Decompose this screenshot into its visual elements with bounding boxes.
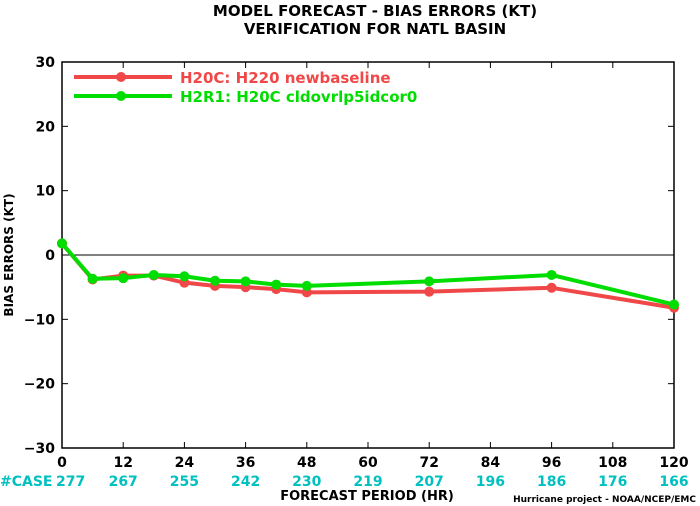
case-count: 219 xyxy=(353,474,382,490)
x-tick-label: 36 xyxy=(236,455,255,471)
series-2-point xyxy=(240,276,251,287)
case-count: 207 xyxy=(415,474,444,490)
series-2-point xyxy=(87,273,98,284)
series-2-point xyxy=(210,275,220,286)
y-tick-label: −30 xyxy=(24,441,55,457)
y-tick-label: −20 xyxy=(24,377,55,393)
x-tick-label: 120 xyxy=(659,455,688,471)
x-tick-label: 0 xyxy=(57,455,67,471)
chart-subtitle: VERIFICATION FOR NATL BASIN xyxy=(244,20,506,38)
series-2-point xyxy=(424,276,435,287)
chart-title: MODEL FORECAST - BIAS ERRORS (KT) xyxy=(213,2,537,20)
y-tick-label: 30 xyxy=(36,55,56,71)
x-tick-label: 72 xyxy=(419,455,438,471)
series-1-point xyxy=(546,282,557,293)
case-count: 242 xyxy=(231,474,260,490)
y-tick-label: 10 xyxy=(36,184,56,200)
case-label: #CASE xyxy=(0,474,53,490)
x-tick-label: 48 xyxy=(297,455,316,471)
series-2-point xyxy=(179,271,190,282)
case-counts: 277 267 255 242 230 219 207 196 186 176 166 xyxy=(56,474,689,490)
legend-marker-2 xyxy=(116,91,126,101)
x-axis-label: FORECAST PERIOD (HR) xyxy=(280,489,454,504)
series-2-point xyxy=(118,273,129,284)
case-count: 255 xyxy=(170,474,199,490)
legend-label-1: H20C: H220 newbaseline xyxy=(180,69,391,87)
series-1-point xyxy=(424,286,435,297)
series-line-2 xyxy=(60,242,675,307)
series-2-point xyxy=(148,269,159,280)
y-axis-ticks: −30 −20 −10 0 10 20 30 xyxy=(24,55,674,457)
x-axis-ticks: 0 12 24 36 48 60 72 84 96 108 120 xyxy=(57,62,689,471)
legend-marker-1 xyxy=(116,72,126,82)
series-2-point xyxy=(271,279,282,290)
x-tick-label: 84 xyxy=(481,455,501,471)
y-axis-label: BIAS ERRORS (KT) xyxy=(2,193,16,316)
case-count: 166 xyxy=(659,474,688,490)
x-tick-label: 96 xyxy=(542,455,561,471)
y-tick-label: 0 xyxy=(45,248,55,264)
x-tick-label: 24 xyxy=(175,455,195,471)
case-count: 267 xyxy=(109,474,138,490)
legend-label-2: H2R1: H20C cldovrlp5idcor0 xyxy=(180,88,417,106)
case-count: 230 xyxy=(292,474,321,490)
series-line-1 xyxy=(60,242,675,310)
y-tick-label: 20 xyxy=(36,119,56,135)
credit-text: Hurricane project - NOAA/NCEP/EMC xyxy=(513,495,696,505)
series-2-point xyxy=(669,299,679,310)
series-2-point xyxy=(57,238,67,249)
case-count: 196 xyxy=(476,474,505,490)
series-layer xyxy=(57,238,679,313)
series-2-point xyxy=(301,280,312,291)
y-tick-label: −10 xyxy=(24,312,55,328)
case-count: 277 xyxy=(56,474,85,490)
series-2-point xyxy=(546,269,557,280)
x-tick-label: 60 xyxy=(358,455,378,471)
x-tick-label: 12 xyxy=(113,455,132,471)
x-tick-label: 108 xyxy=(598,455,627,471)
case-count: 186 xyxy=(537,474,566,490)
case-count: 176 xyxy=(598,474,627,490)
